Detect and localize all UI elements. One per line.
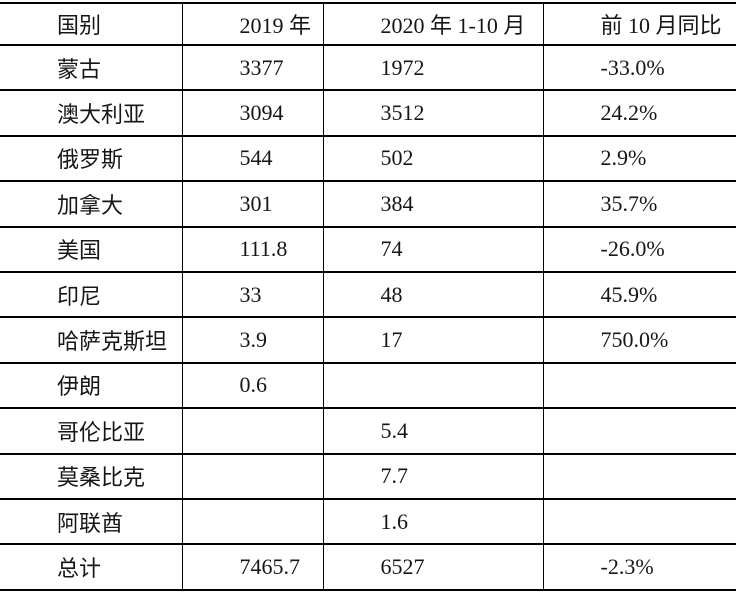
cell-2020: 5.4 bbox=[322, 407, 544, 455]
column-header-country: 国别 bbox=[0, 2, 183, 46]
table-row: 美国 111.8 74 -26.0% bbox=[0, 225, 736, 273]
cell-yoy: 2.9% bbox=[542, 134, 736, 183]
table-row: 澳大利亚 3094 3512 24.2% bbox=[0, 89, 736, 137]
column-header-yoy: 前 10 月同比 bbox=[542, 2, 736, 46]
cell-country: 伊朗 bbox=[0, 361, 183, 410]
table-row: 蒙古 3377 1972 -33.0% bbox=[0, 43, 736, 92]
cell-2020: 17 bbox=[322, 316, 544, 364]
cell-2019: 544 bbox=[181, 134, 324, 183]
table-row: 伊朗 0.6 bbox=[0, 361, 736, 410]
cell-2019: 7465.7 bbox=[181, 543, 324, 591]
table-row: 印尼 33 48 45.9% bbox=[0, 270, 736, 319]
cell-2020: 3512 bbox=[322, 89, 544, 137]
cell-2019: 301 bbox=[181, 180, 324, 228]
cell-2019 bbox=[181, 452, 324, 500]
cell-yoy: 45.9% bbox=[542, 270, 736, 319]
cell-yoy: -2.3% bbox=[542, 543, 736, 591]
cell-2019: 3094 bbox=[181, 89, 324, 137]
cell-2019: 3.9 bbox=[181, 316, 324, 364]
cell-country: 美国 bbox=[0, 225, 183, 273]
table-row: 哥伦比亚 5.4 bbox=[0, 407, 736, 455]
cell-country: 哈萨克斯坦 bbox=[0, 316, 183, 364]
cell-2019 bbox=[181, 407, 324, 455]
header-row: 国别 2019 年 2020 年 1-10 月 前 10 月同比 bbox=[0, 2, 736, 46]
cell-yoy: -33.0% bbox=[542, 43, 736, 92]
table-row-total: 总计 7465.7 6527 -2.3% bbox=[0, 543, 736, 591]
column-header-2019: 2019 年 bbox=[181, 2, 324, 46]
cell-2019: 33 bbox=[181, 270, 324, 319]
cell-yoy bbox=[542, 361, 736, 410]
cell-2020: 48 bbox=[322, 270, 544, 319]
cell-yoy: 750.0% bbox=[542, 316, 736, 364]
cell-country: 哥伦比亚 bbox=[0, 407, 183, 455]
cell-2020: 502 bbox=[322, 134, 544, 183]
table-row: 阿联酋 1.6 bbox=[0, 497, 736, 546]
cell-2020: 384 bbox=[322, 180, 544, 228]
cell-2020: 74 bbox=[322, 225, 544, 273]
table-row: 俄罗斯 544 502 2.9% bbox=[0, 134, 736, 183]
cell-yoy: 35.7% bbox=[542, 180, 736, 228]
cell-country: 俄罗斯 bbox=[0, 134, 183, 183]
cell-2020: 7.7 bbox=[322, 452, 544, 500]
cell-2019: 111.8 bbox=[181, 225, 324, 273]
cell-country: 加拿大 bbox=[0, 180, 183, 228]
cell-country: 印尼 bbox=[0, 270, 183, 319]
cell-2019: 0.6 bbox=[181, 361, 324, 410]
table-row: 莫桑比克 7.7 bbox=[0, 452, 736, 500]
table-row: 哈萨克斯坦 3.9 17 750.0% bbox=[0, 316, 736, 364]
cell-country: 蒙古 bbox=[0, 43, 183, 92]
cell-2019 bbox=[181, 497, 324, 546]
column-header-2020: 2020 年 1-10 月 bbox=[322, 2, 544, 46]
cell-2019: 3377 bbox=[181, 43, 324, 92]
cell-yoy bbox=[542, 452, 736, 500]
table-row: 加拿大 301 384 35.7% bbox=[0, 180, 736, 228]
cell-2020: 1972 bbox=[322, 43, 544, 92]
cell-yoy: 24.2% bbox=[542, 89, 736, 137]
cell-2020 bbox=[322, 361, 544, 410]
cell-yoy bbox=[542, 497, 736, 546]
cell-country: 莫桑比克 bbox=[0, 452, 183, 500]
cell-country: 阿联酋 bbox=[0, 497, 183, 546]
cell-2020: 6527 bbox=[322, 543, 544, 591]
cell-country: 澳大利亚 bbox=[0, 89, 183, 137]
cell-2020: 1.6 bbox=[322, 497, 544, 546]
cell-yoy: -26.0% bbox=[542, 225, 736, 273]
cell-country: 总计 bbox=[0, 543, 183, 591]
cell-yoy bbox=[542, 407, 736, 455]
